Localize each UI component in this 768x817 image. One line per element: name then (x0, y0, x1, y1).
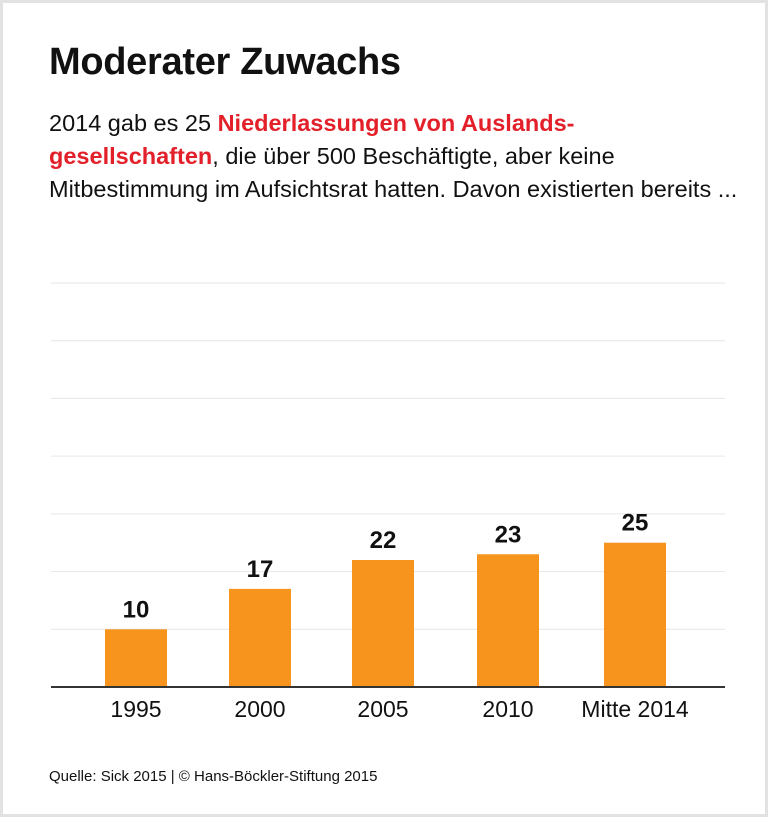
intro-after: , die über 500 Beschäftigte, aber keine … (49, 143, 738, 202)
x-tick-label: 1995 (110, 696, 161, 722)
bar (604, 542, 666, 687)
data-label: 17 (247, 556, 274, 583)
x-tick-label: 2000 (234, 696, 285, 722)
bar (352, 560, 414, 687)
bar (477, 554, 539, 687)
source-note: Quelle: Sick 2015 | © Hans-Böckler-Stift… (49, 768, 378, 785)
chart-title: Moderater Zuwachs (49, 41, 401, 83)
intro-highlight: Niederlassungen von Auslands-gesellschaf… (49, 110, 575, 169)
data-label: 10 (123, 596, 150, 623)
bar-chart: 10 1995 17 2000 22 2005 23 2010 25 Mitte 2014 (51, 282, 725, 722)
intro-before: 2014 gab es 25 (49, 110, 218, 136)
x-tick-label: Mitte 2014 (581, 696, 689, 722)
data-label: 22 (370, 527, 397, 554)
bar (105, 629, 167, 687)
data-label: 23 (495, 521, 522, 548)
intro-text: 2014 gab es 25 Niederlassungen von Ausla… (49, 107, 749, 206)
x-tick-label: 2005 (357, 696, 408, 722)
x-tick-label: 2010 (482, 696, 533, 722)
data-label: 25 (622, 510, 649, 537)
bar (229, 588, 291, 687)
